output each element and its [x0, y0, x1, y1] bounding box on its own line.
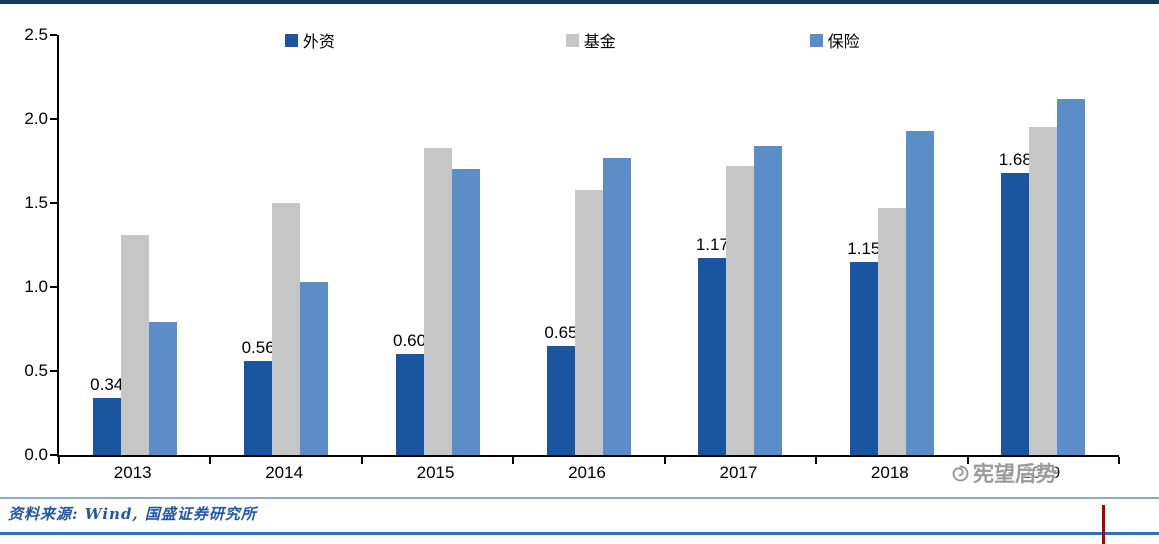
bar-外资-2014: 0.56 — [242, 338, 275, 455]
x-tick-label-2019: 2019 — [1022, 463, 1061, 482]
bar-基金-2019 — [1029, 127, 1058, 455]
bar-group-2017: 1.17 — [665, 35, 816, 455]
x-axis-labels: 2013 2014 2015 2016 2017 2018 2019 — [57, 463, 1117, 483]
watermark: 宪望后势 — [950, 458, 1057, 488]
bar-group-2016: 0.65 — [513, 35, 664, 455]
bar-保险-2018 — [905, 130, 934, 455]
bar-group-2014: 0.56 — [210, 35, 361, 455]
bar-value-label: 1.68 — [998, 149, 1032, 169]
y-axis-labels: 2.5 2.0 1.5 1.0 0.5 0.0 — [6, 25, 48, 464]
bar-基金-2014 — [272, 203, 301, 455]
watermark-text: 宪望后势 — [973, 462, 1057, 486]
bar-value-label: 0.60 — [393, 331, 427, 351]
y-tick-label: 2.5 — [24, 25, 48, 44]
bar-value-label: 1.15 — [847, 238, 881, 258]
y-tick-label: 1.5 — [24, 193, 48, 212]
y-tick-label: 1.0 — [24, 277, 48, 296]
x-tick-mark — [209, 457, 212, 464]
legend-swatch-基金 — [565, 33, 579, 47]
bar-group-2019: 1.68 — [968, 35, 1119, 455]
bar-保险-2013 — [148, 322, 177, 455]
swirl-icon — [950, 463, 971, 484]
plot-area: 0.34 0.56 0.60 0.65 1.17 1.15 1.68 — [50, 34, 1120, 464]
y-tick-mark — [50, 286, 57, 288]
y-tick-mark — [50, 202, 57, 204]
x-tick-label-2014: 2014 — [265, 463, 304, 482]
x-tick-mark — [663, 457, 666, 464]
legend-label-基金: 基金 — [583, 34, 616, 51]
bar-基金-2018 — [877, 208, 906, 455]
bar-value-label: 0.34 — [90, 374, 124, 394]
x-tick-label-2013: 2013 — [113, 463, 152, 482]
bar-外资-2016: 0.65 — [544, 323, 578, 455]
x-tick-mark — [360, 457, 363, 464]
bar-基金-2015 — [423, 147, 452, 455]
y-tick-label: 2.0 — [24, 109, 48, 128]
footer-divider-line — [0, 497, 1159, 499]
bar-group-2013: 0.34 — [59, 35, 210, 455]
x-tick-mark — [815, 457, 818, 464]
bar-外资-2013: 0.34 — [90, 375, 123, 455]
bar-基金-2016 — [574, 189, 603, 455]
x-tick-mark — [966, 457, 969, 464]
x-tick-mark — [512, 457, 515, 464]
legend-label-保险: 保险 — [827, 34, 860, 51]
legend-label-外资: 外资 — [302, 34, 335, 51]
bar-保险-2019 — [1057, 98, 1086, 455]
x-tick-mark — [58, 457, 60, 464]
bar-基金-2013 — [120, 234, 149, 455]
bar-保险-2017 — [754, 145, 783, 455]
bar-保险-2016 — [602, 157, 631, 455]
bar-value-label: 0.56 — [241, 337, 275, 357]
bar-value-label: 1.17 — [695, 235, 729, 255]
bar-基金-2017 — [726, 166, 755, 455]
bar-group-2018: 1.15 — [816, 35, 967, 455]
legend-item-保险: 保险 — [809, 28, 860, 52]
source-citation: 资料来源: Wind, 国盛证券研究所 — [8, 505, 257, 523]
bar-保险-2014 — [300, 281, 329, 455]
top-border-line — [0, 0, 1159, 4]
x-tick-label-2018: 2018 — [870, 463, 909, 482]
bar-外资-2017: 1.17 — [696, 235, 729, 455]
y-tick-mark — [50, 118, 57, 120]
bar-保险-2015 — [451, 169, 480, 455]
x-tick-label-2015: 2015 — [416, 463, 455, 482]
chart-legend: 外资 基金 保险 — [57, 28, 1117, 51]
bottom-border-line — [0, 532, 1159, 535]
y-tick-mark — [50, 454, 57, 456]
y-tick-label: 0.0 — [24, 445, 48, 464]
x-tick-label-2016: 2016 — [568, 463, 606, 482]
bar-外资-2015: 0.60 — [393, 331, 426, 455]
x-tick-mark — [1118, 457, 1120, 464]
y-tick-label: 0.5 — [24, 361, 48, 380]
x-tick-label-2017: 2017 — [719, 463, 758, 482]
y-tick-mark — [50, 34, 57, 36]
bar-group-2015: 0.60 — [362, 35, 513, 455]
bar-value-label: 0.65 — [544, 322, 578, 342]
red-edge-mark — [1102, 505, 1105, 544]
legend-swatch-外资 — [284, 33, 298, 47]
legend-swatch-保险 — [809, 33, 823, 47]
bar-外资-2018: 1.15 — [847, 239, 880, 455]
legend-item-外资: 外资 — [284, 28, 335, 52]
legend-item-基金: 基金 — [565, 28, 616, 52]
bar-外资-2019: 1.68 — [999, 150, 1032, 455]
y-tick-mark — [50, 370, 57, 372]
